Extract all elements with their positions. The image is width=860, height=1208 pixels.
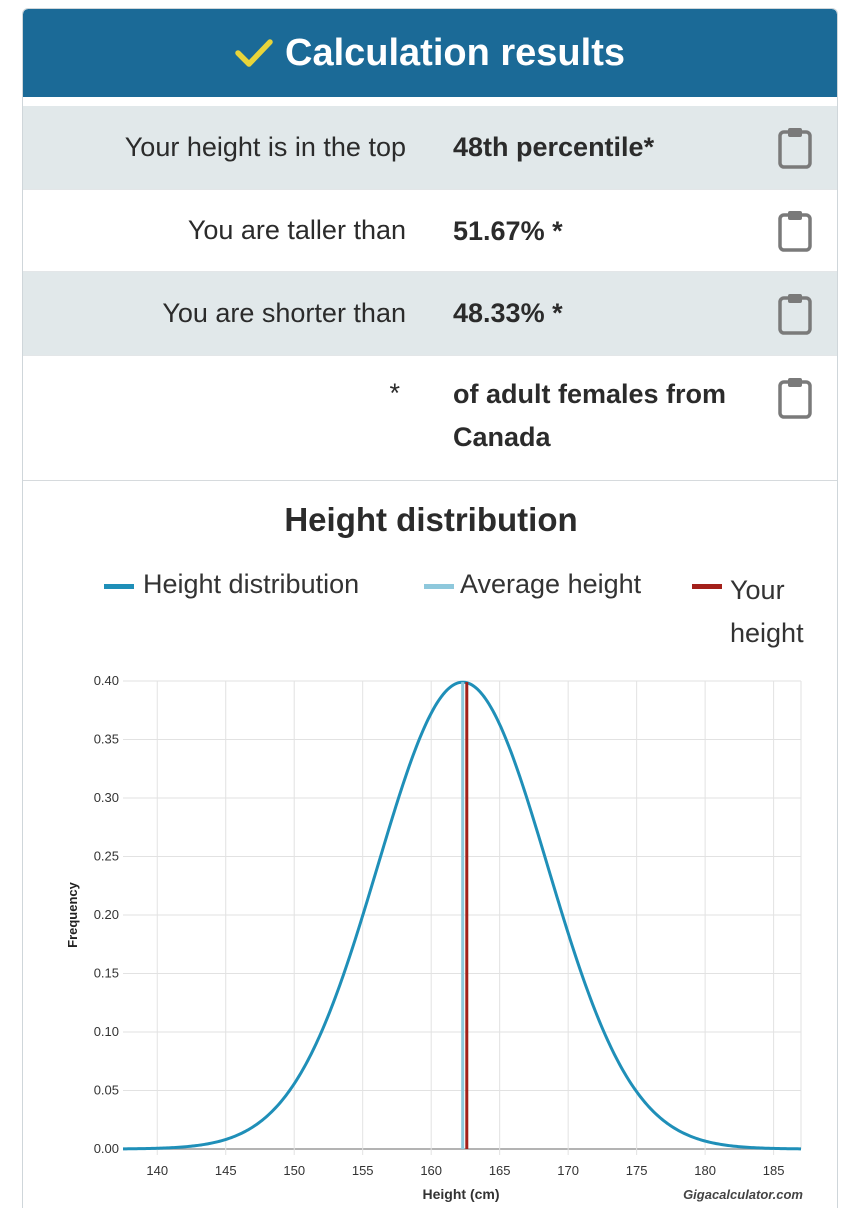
chart-plot: 0.00 0.05 0.10 0.15 0.20 0.25 0.30 0.35 0.40 140… — [65, 673, 803, 1202]
y-tick-label: 0.05 — [94, 1083, 119, 1098]
result-value: 48th percentile* — [453, 132, 655, 162]
legend-swatch-distribution — [104, 584, 134, 589]
legend-swatch-average — [424, 584, 454, 589]
x-tick-label: 145 — [215, 1163, 237, 1178]
result-value: 48.33% * — [453, 298, 563, 328]
y-tick-label: 0.20 — [94, 907, 119, 922]
result-value: 51.67% * — [453, 216, 563, 246]
legend-item-your-height[interactable]: Your height — [730, 569, 830, 655]
results-table: Your height is in the top 48th percentil… — [23, 106, 837, 481]
clipboard-icon[interactable] — [777, 292, 813, 336]
result-label: You are shorter than — [162, 298, 406, 328]
x-axis-ticks: 140 145 150 155 160 165 170 175 180 185 — [146, 1163, 784, 1178]
result-label: You are taller than — [187, 215, 406, 245]
result-label: Your height is in the top — [124, 132, 406, 162]
x-tick-label: 185 — [763, 1163, 785, 1178]
y-tick-label: 0.00 — [94, 1141, 119, 1156]
result-value: of adult females from Canada — [453, 379, 727, 452]
result-row-taller: You are taller than 51.67% * — [23, 190, 837, 272]
results-panel: Calculation results Your height is in th… — [22, 8, 838, 1208]
y-tick-label: 0.30 — [94, 790, 119, 805]
x-tick-label: 165 — [489, 1163, 511, 1178]
result-row-note: * of adult females from Canada — [23, 356, 837, 481]
x-tick-label: 175 — [626, 1163, 648, 1178]
y-tick-label: 0.35 — [94, 732, 119, 747]
legend-swatch-your-height — [692, 584, 722, 589]
y-axis-ticks: 0.00 0.05 0.10 0.15 0.20 0.25 0.30 0.35 0.40 — [94, 673, 119, 1156]
chart-credit: Gigacalculator.com — [683, 1187, 803, 1202]
legend-label-your-height: Your height — [730, 575, 804, 648]
y-tick-label: 0.25 — [94, 849, 119, 864]
clipboard-icon[interactable] — [777, 209, 813, 253]
y-axis-label: Frequency — [65, 881, 80, 948]
clipboard-icon[interactable] — [777, 126, 813, 170]
check-icon — [235, 38, 273, 68]
clipboard-icon[interactable] — [777, 376, 813, 420]
results-header: Calculation results — [23, 9, 837, 97]
legend-item-distribution[interactable]: Height distribution — [143, 569, 360, 599]
x-tick-label: 160 — [420, 1163, 442, 1178]
x-tick-label: 140 — [146, 1163, 168, 1178]
result-label: * — [389, 378, 400, 408]
legend-item-average[interactable]: Average height — [460, 569, 642, 599]
chart-title: Height distribution — [284, 501, 578, 538]
y-tick-label: 0.10 — [94, 1024, 119, 1039]
x-tick-label: 180 — [694, 1163, 716, 1178]
results-title: Calculation results — [285, 31, 625, 74]
result-row-percentile: Your height is in the top 48th percentil… — [23, 106, 837, 190]
y-tick-label: 0.15 — [94, 966, 119, 981]
y-tick-label: 0.40 — [94, 673, 119, 688]
result-row-shorter: You are shorter than 48.33% * — [23, 272, 837, 356]
x-tick-label: 170 — [557, 1163, 579, 1178]
x-tick-label: 150 — [283, 1163, 305, 1178]
x-axis-label: Height (cm) — [423, 1186, 500, 1202]
x-tick-label: 155 — [352, 1163, 374, 1178]
